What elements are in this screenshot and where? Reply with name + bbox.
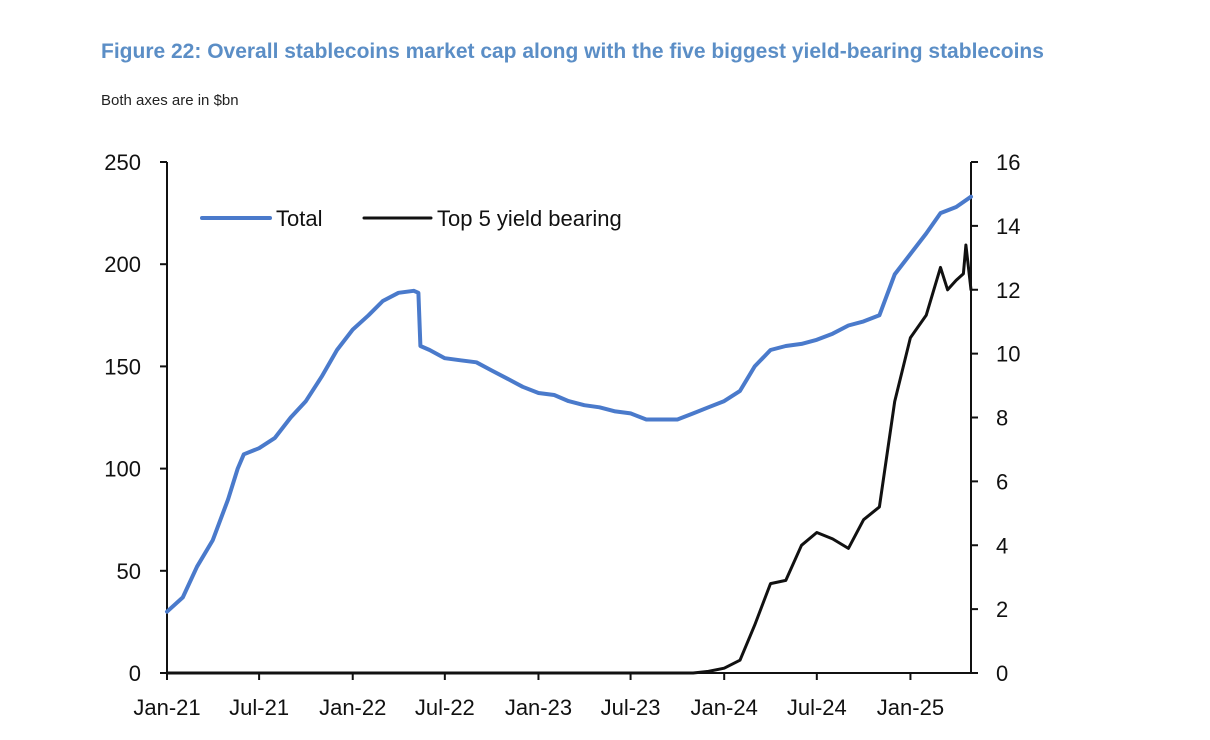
y-right-tick-label: 12 bbox=[996, 278, 1020, 303]
y-right-tick-label: 8 bbox=[996, 406, 1008, 431]
x-tick-label: Jul-24 bbox=[787, 695, 847, 720]
y-right-tick-label: 14 bbox=[996, 214, 1020, 239]
y-right-tick-label: 2 bbox=[996, 597, 1008, 622]
y-left-tick-label: 150 bbox=[104, 354, 141, 379]
y-left-tick-label: 250 bbox=[104, 150, 141, 175]
x-tick-label: Jan-22 bbox=[319, 695, 386, 720]
series-line-total bbox=[165, 194, 973, 614]
series-line-top5-yield-bearing bbox=[165, 243, 973, 675]
x-tick-label: Jul-21 bbox=[229, 695, 289, 720]
x-tick-label: Jan-21 bbox=[133, 695, 200, 720]
figure-title: Figure 22: Overall stablecoins market ca… bbox=[101, 40, 1044, 63]
chart-legend: Total Top 5 yield bearing bbox=[200, 206, 622, 231]
y-left-tick-label: 100 bbox=[104, 457, 141, 482]
chart-axes: 0 50 100 150 200 250 0 2 4 6 8 10 12 14 16 Jan-21 Jul-21… bbox=[104, 150, 1020, 720]
legend-label-top5-yield-bearing: Top 5 yield bearing bbox=[437, 206, 622, 231]
figure-subtitle: Both axes are in $bn bbox=[101, 92, 239, 109]
x-tick-label: Jan-23 bbox=[505, 695, 572, 720]
y-right-tick-label: 0 bbox=[996, 661, 1008, 686]
y-left-tick-label: 0 bbox=[129, 661, 141, 686]
legend-label-total: Total bbox=[276, 206, 322, 231]
y-right-tick-label: 6 bbox=[996, 469, 1008, 494]
x-tick-label: Jan-25 bbox=[877, 695, 944, 720]
chart-series bbox=[165, 194, 973, 675]
y-left-tick-label: 200 bbox=[104, 252, 141, 277]
x-tick-label: Jan-24 bbox=[691, 695, 758, 720]
y-left-tick-label: 50 bbox=[117, 559, 141, 584]
y-right-tick-label: 4 bbox=[996, 533, 1008, 558]
x-tick-label: Jul-22 bbox=[415, 695, 475, 720]
x-tick-label: Jul-23 bbox=[601, 695, 661, 720]
y-right-tick-label: 10 bbox=[996, 342, 1020, 367]
y-right-tick-label: 16 bbox=[996, 150, 1020, 175]
